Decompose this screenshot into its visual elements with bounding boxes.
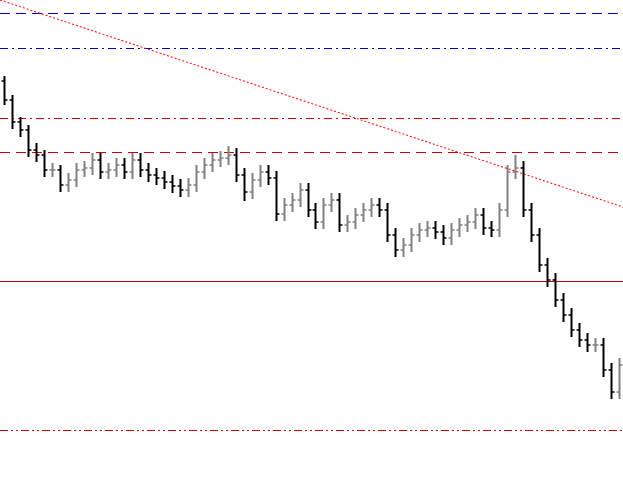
trend-line — [0, 0, 623, 208]
